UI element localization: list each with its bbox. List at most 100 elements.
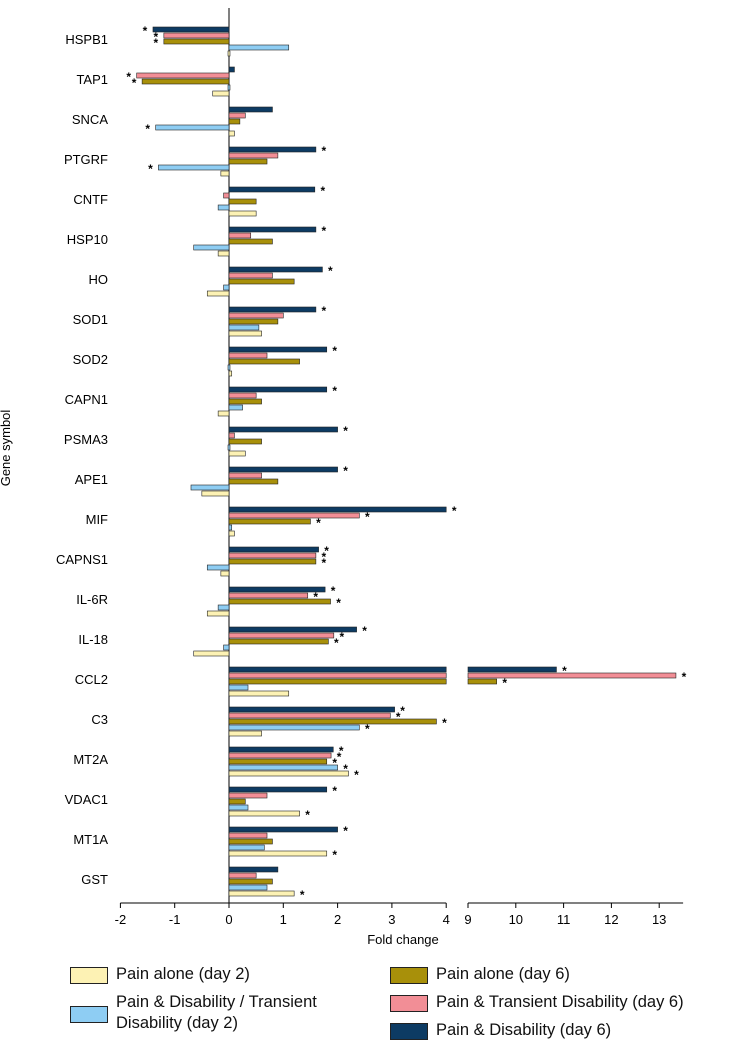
bar xyxy=(228,44,290,51)
significance-star: * xyxy=(322,224,327,238)
significance-star: * xyxy=(332,756,337,770)
bar xyxy=(217,250,230,257)
legend-label: Pain & Disability / Transient Disability… xyxy=(116,993,317,1032)
bar xyxy=(228,832,268,839)
category-label: CAPNS1 xyxy=(56,552,108,567)
bar xyxy=(228,272,273,279)
bar xyxy=(228,844,265,851)
category-label: HSPB1 xyxy=(65,32,108,47)
x-tick-label: 1 xyxy=(280,912,287,927)
bar xyxy=(228,626,357,633)
bar xyxy=(228,546,319,553)
bar xyxy=(228,890,295,897)
bar xyxy=(228,432,235,439)
category-label: PSMA3 xyxy=(64,432,108,447)
significance-star: * xyxy=(322,550,327,564)
category-label: IL-6R xyxy=(76,592,108,607)
significance-star: * xyxy=(365,510,370,524)
significance-star: * xyxy=(337,750,342,764)
bar xyxy=(228,158,268,165)
bar xyxy=(228,850,328,857)
bar xyxy=(227,444,231,451)
x-tick-label: 10 xyxy=(509,912,523,927)
bar xyxy=(223,192,230,199)
bar xyxy=(227,50,231,57)
bar xyxy=(227,364,231,371)
bar xyxy=(190,484,230,491)
bar xyxy=(228,232,252,239)
significance-star: * xyxy=(322,144,327,158)
legend-swatch xyxy=(70,967,108,984)
bar xyxy=(228,198,257,205)
x-tick-label: -1 xyxy=(169,912,181,927)
x-tick-label: 4 xyxy=(443,912,450,927)
bar xyxy=(163,32,230,39)
labels-layer: -2 -1 0 1 2 3 4 9 10 11 12 13HSPB1TAP1SNCAPTGRFCNTF… xyxy=(56,32,666,927)
bar xyxy=(228,392,257,399)
category-label: HSP10 xyxy=(67,232,108,247)
bar xyxy=(228,312,284,319)
bar xyxy=(228,770,349,777)
x-tick-label: 0 xyxy=(225,912,232,927)
significance-star: * xyxy=(324,544,329,558)
bar xyxy=(206,610,230,617)
category-label: CAPN1 xyxy=(65,392,108,407)
bar xyxy=(158,164,230,171)
x-tick-label: 3 xyxy=(388,912,395,927)
bar xyxy=(228,586,326,593)
category-label: APE1 xyxy=(75,472,108,487)
category-label: GST xyxy=(81,872,108,887)
bar xyxy=(228,512,360,519)
bar xyxy=(228,524,233,531)
category-label: SNCA xyxy=(72,112,108,127)
significance-star: * xyxy=(300,888,305,902)
significance-star: * xyxy=(328,264,333,278)
bar xyxy=(228,552,317,559)
bar xyxy=(152,26,230,33)
bar xyxy=(228,318,279,325)
bar xyxy=(228,712,391,719)
significance-star: * xyxy=(143,24,148,38)
bar xyxy=(223,644,230,651)
bar xyxy=(193,650,230,657)
bar xyxy=(228,106,273,113)
x-tick-label: 13 xyxy=(652,912,666,927)
bar xyxy=(228,838,273,845)
bar xyxy=(228,804,249,811)
bar xyxy=(228,466,338,473)
axes-layer xyxy=(119,8,684,908)
significance-star: * xyxy=(154,36,159,50)
significance-star: * xyxy=(442,716,447,730)
category-label: MT2A xyxy=(73,752,108,767)
legend-swatch xyxy=(70,1006,108,1023)
bar xyxy=(228,878,273,885)
bar xyxy=(228,112,246,119)
bar xyxy=(228,810,300,817)
significance-star: * xyxy=(332,784,337,798)
bar xyxy=(228,718,437,725)
legend-item-pain-disability-day6: Pain & Disability (day 6) xyxy=(390,1020,611,1041)
bar xyxy=(193,244,230,251)
bar xyxy=(228,826,338,833)
significance-star: * xyxy=(305,808,310,822)
bar xyxy=(228,238,273,245)
significance-star: * xyxy=(332,384,337,398)
significance-star: * xyxy=(313,590,318,604)
bar xyxy=(228,404,243,411)
bar xyxy=(228,752,332,759)
bar xyxy=(155,124,230,131)
significance-star: * xyxy=(322,304,327,318)
legend-item-pain-transient-day6: Pain & Transient Disability (day 6) xyxy=(390,992,684,1013)
bar xyxy=(201,490,230,497)
legend: Pain alone (day 2) Pain & Disability / T… xyxy=(60,960,730,1044)
bar xyxy=(228,330,262,337)
bar xyxy=(163,38,230,45)
significance-star: * xyxy=(154,30,159,44)
bar xyxy=(228,210,257,217)
category-label: MT1A xyxy=(73,832,108,847)
significance-star: * xyxy=(365,722,370,736)
significance-star: * xyxy=(126,70,131,84)
significance-star: * xyxy=(339,744,344,758)
significance-star: * xyxy=(331,584,336,598)
significance-star: * xyxy=(334,636,339,650)
